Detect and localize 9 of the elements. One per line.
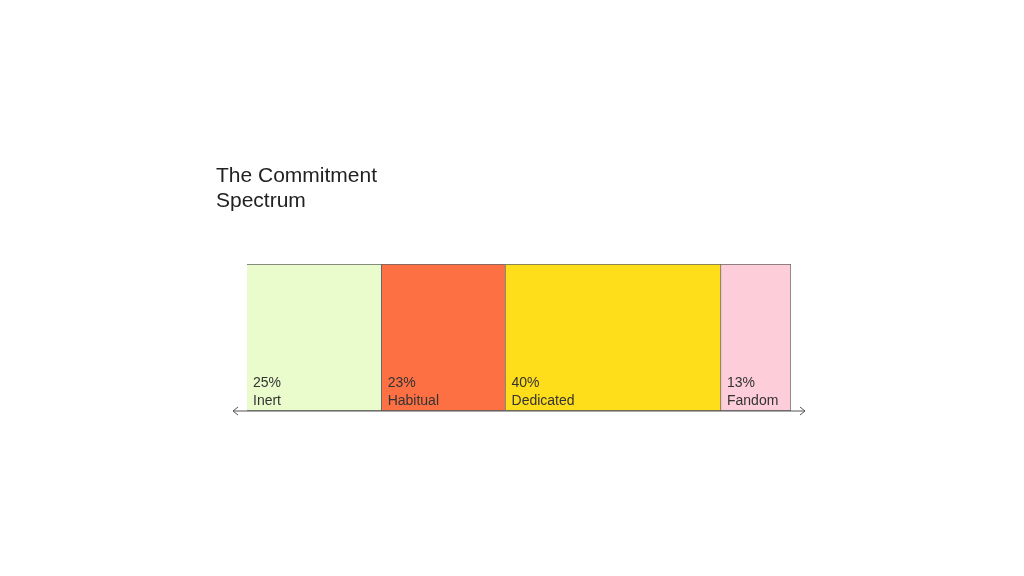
data-label: 40% <box>511 374 540 390</box>
series-label: Inert <box>253 392 282 408</box>
series-label: Dedicated <box>511 392 575 408</box>
series-label: Habitual <box>387 392 440 408</box>
chart-title: The Commitment Spectrum <box>216 162 379 212</box>
data-label: 25% <box>253 374 282 390</box>
data-label: 23% <box>387 374 416 390</box>
series-label: Fandom <box>726 392 779 408</box>
data-label: 13% <box>726 374 756 390</box>
